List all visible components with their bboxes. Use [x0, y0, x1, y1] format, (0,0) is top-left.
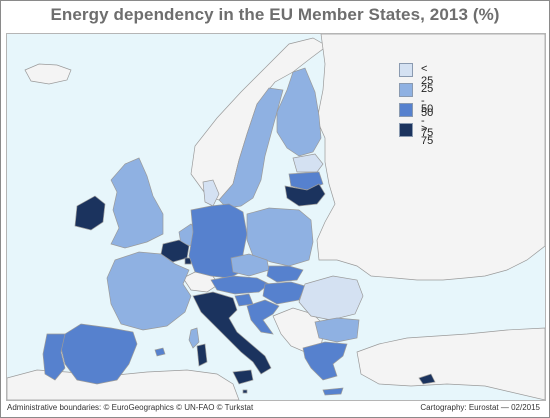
crete [322, 387, 344, 396]
lithuania [284, 183, 326, 207]
austria [210, 275, 270, 295]
turkey [356, 327, 545, 400]
iceland [24, 63, 72, 85]
denmark [202, 179, 220, 207]
greece [302, 341, 348, 381]
map-area: < 25 25 - 50 50 - 75 > 75 eurostat ✶✶✶ [6, 33, 546, 401]
eu-member-states [42, 67, 436, 396]
legend-label: 50 - 75 [421, 103, 434, 139]
united-kingdom [110, 157, 164, 249]
non-eu-land [7, 34, 545, 400]
map-title: Energy dependency in the EU Member State… [50, 5, 500, 24]
hungary [262, 281, 306, 305]
luxembourg [184, 257, 192, 265]
footer-cartography: Cartography: Eurostat — 02/2015 [420, 403, 540, 412]
sicily [232, 369, 254, 385]
cyprus [418, 373, 436, 385]
poland [246, 207, 314, 267]
croatia [246, 299, 280, 335]
legend-label: > 75 [421, 123, 434, 147]
portugal [42, 333, 66, 381]
balearic-islands [154, 347, 166, 357]
estonia [292, 153, 324, 173]
italy [192, 291, 272, 375]
sardinia [196, 343, 208, 367]
eastern-europe-land [316, 34, 545, 281]
europe-map [7, 34, 545, 400]
ireland [74, 195, 106, 231]
slovakia [266, 265, 304, 283]
slovenia [234, 293, 254, 307]
legend-swatch [399, 63, 413, 77]
malta [242, 389, 248, 394]
bulgaria [314, 317, 360, 343]
north-africa [7, 369, 240, 400]
spain [60, 323, 138, 385]
legend-label: 25 - 50 [421, 83, 434, 119]
legend-swatch [399, 103, 413, 117]
footer-attribution: Administrative boundaries: © EuroGeograp… [7, 403, 254, 412]
romania [298, 275, 364, 321]
legend-swatch [399, 83, 413, 97]
legend-label: < 25 [421, 63, 434, 87]
legend-swatch [399, 123, 413, 137]
finland [276, 67, 322, 157]
france [106, 251, 192, 331]
corsica [188, 327, 200, 349]
